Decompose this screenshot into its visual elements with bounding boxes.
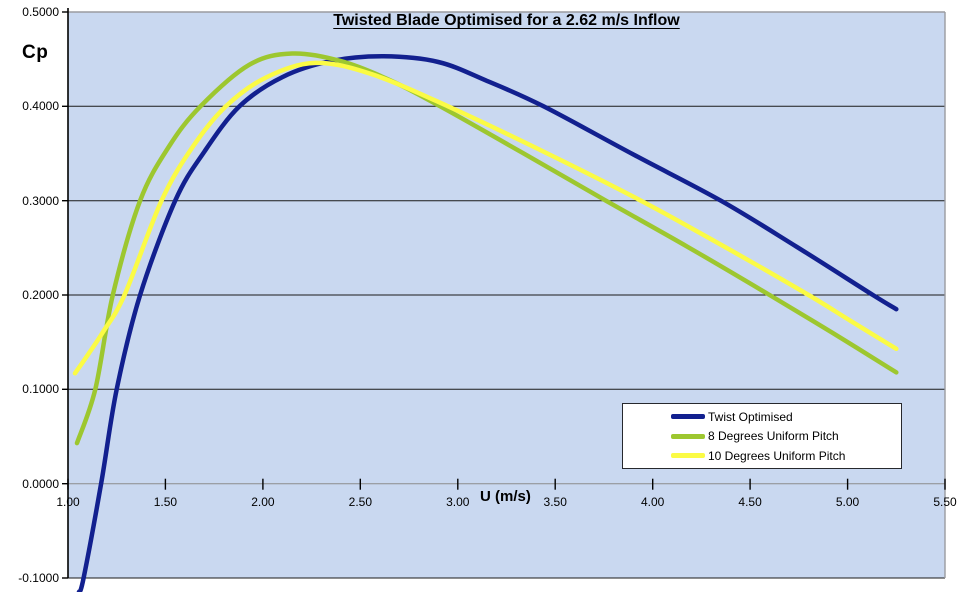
y-axis-tick-label: -0.1000 bbox=[18, 571, 59, 585]
x-axis-title: U (m/s) bbox=[480, 488, 531, 505]
x-axis-tick-label: 3.00 bbox=[446, 495, 470, 509]
legend: Twist Optimised 8 Degrees Uniform Pitch … bbox=[622, 403, 902, 469]
x-axis-tick-label: 4.00 bbox=[640, 495, 665, 509]
x-axis-tick-label: 2.50 bbox=[348, 495, 372, 509]
y-axis-tick-label: 0.4000 bbox=[22, 99, 59, 114]
y-axis-tick-label: 0.1000 bbox=[22, 382, 59, 397]
y-axis-tick-label: 0.2000 bbox=[22, 288, 59, 302]
x-axis-tick-label: 5.00 bbox=[835, 495, 860, 509]
legend-line-sample-twist-optimised bbox=[671, 414, 705, 419]
legend-label: Twist Optimised bbox=[708, 409, 793, 424]
legend-line-sample-10-degrees bbox=[671, 453, 705, 458]
legend-item: 8 Degrees Uniform Pitch bbox=[671, 429, 901, 443]
x-axis-tick-label: 5.50 bbox=[933, 495, 957, 509]
y-axis-title: Cp bbox=[22, 42, 49, 63]
y-axis-tick-label: 0.0000 bbox=[22, 476, 59, 491]
chart-title: Twisted Blade Optimised for a 2.62 m/s I… bbox=[333, 12, 680, 29]
series-line-2 bbox=[72, 60, 899, 376]
legend-item: Twist Optimised bbox=[671, 410, 901, 424]
legend-label: 10 Degrees Uniform Pitch bbox=[708, 448, 846, 463]
y-axis-tick-label: 0.3000 bbox=[22, 193, 59, 208]
x-axis-tick-label: 3.50 bbox=[543, 495, 567, 509]
legend-item: 10 Degrees Uniform Pitch bbox=[671, 449, 901, 463]
x-axis-tick-label: 4.50 bbox=[738, 495, 762, 509]
x-axis-tick-label: 1.00 bbox=[56, 495, 80, 509]
x-axis-tick-label: 2.00 bbox=[251, 495, 275, 509]
x-axis-tick-label: 1.50 bbox=[153, 495, 178, 509]
series-line-0 bbox=[76, 54, 899, 592]
legend-label: 8 Degrees Uniform Pitch bbox=[708, 429, 839, 443]
series-line-1 bbox=[74, 51, 899, 446]
legend-line-sample-8-degrees bbox=[671, 433, 705, 439]
y-axis-tick-label: 0.5000 bbox=[22, 5, 59, 19]
